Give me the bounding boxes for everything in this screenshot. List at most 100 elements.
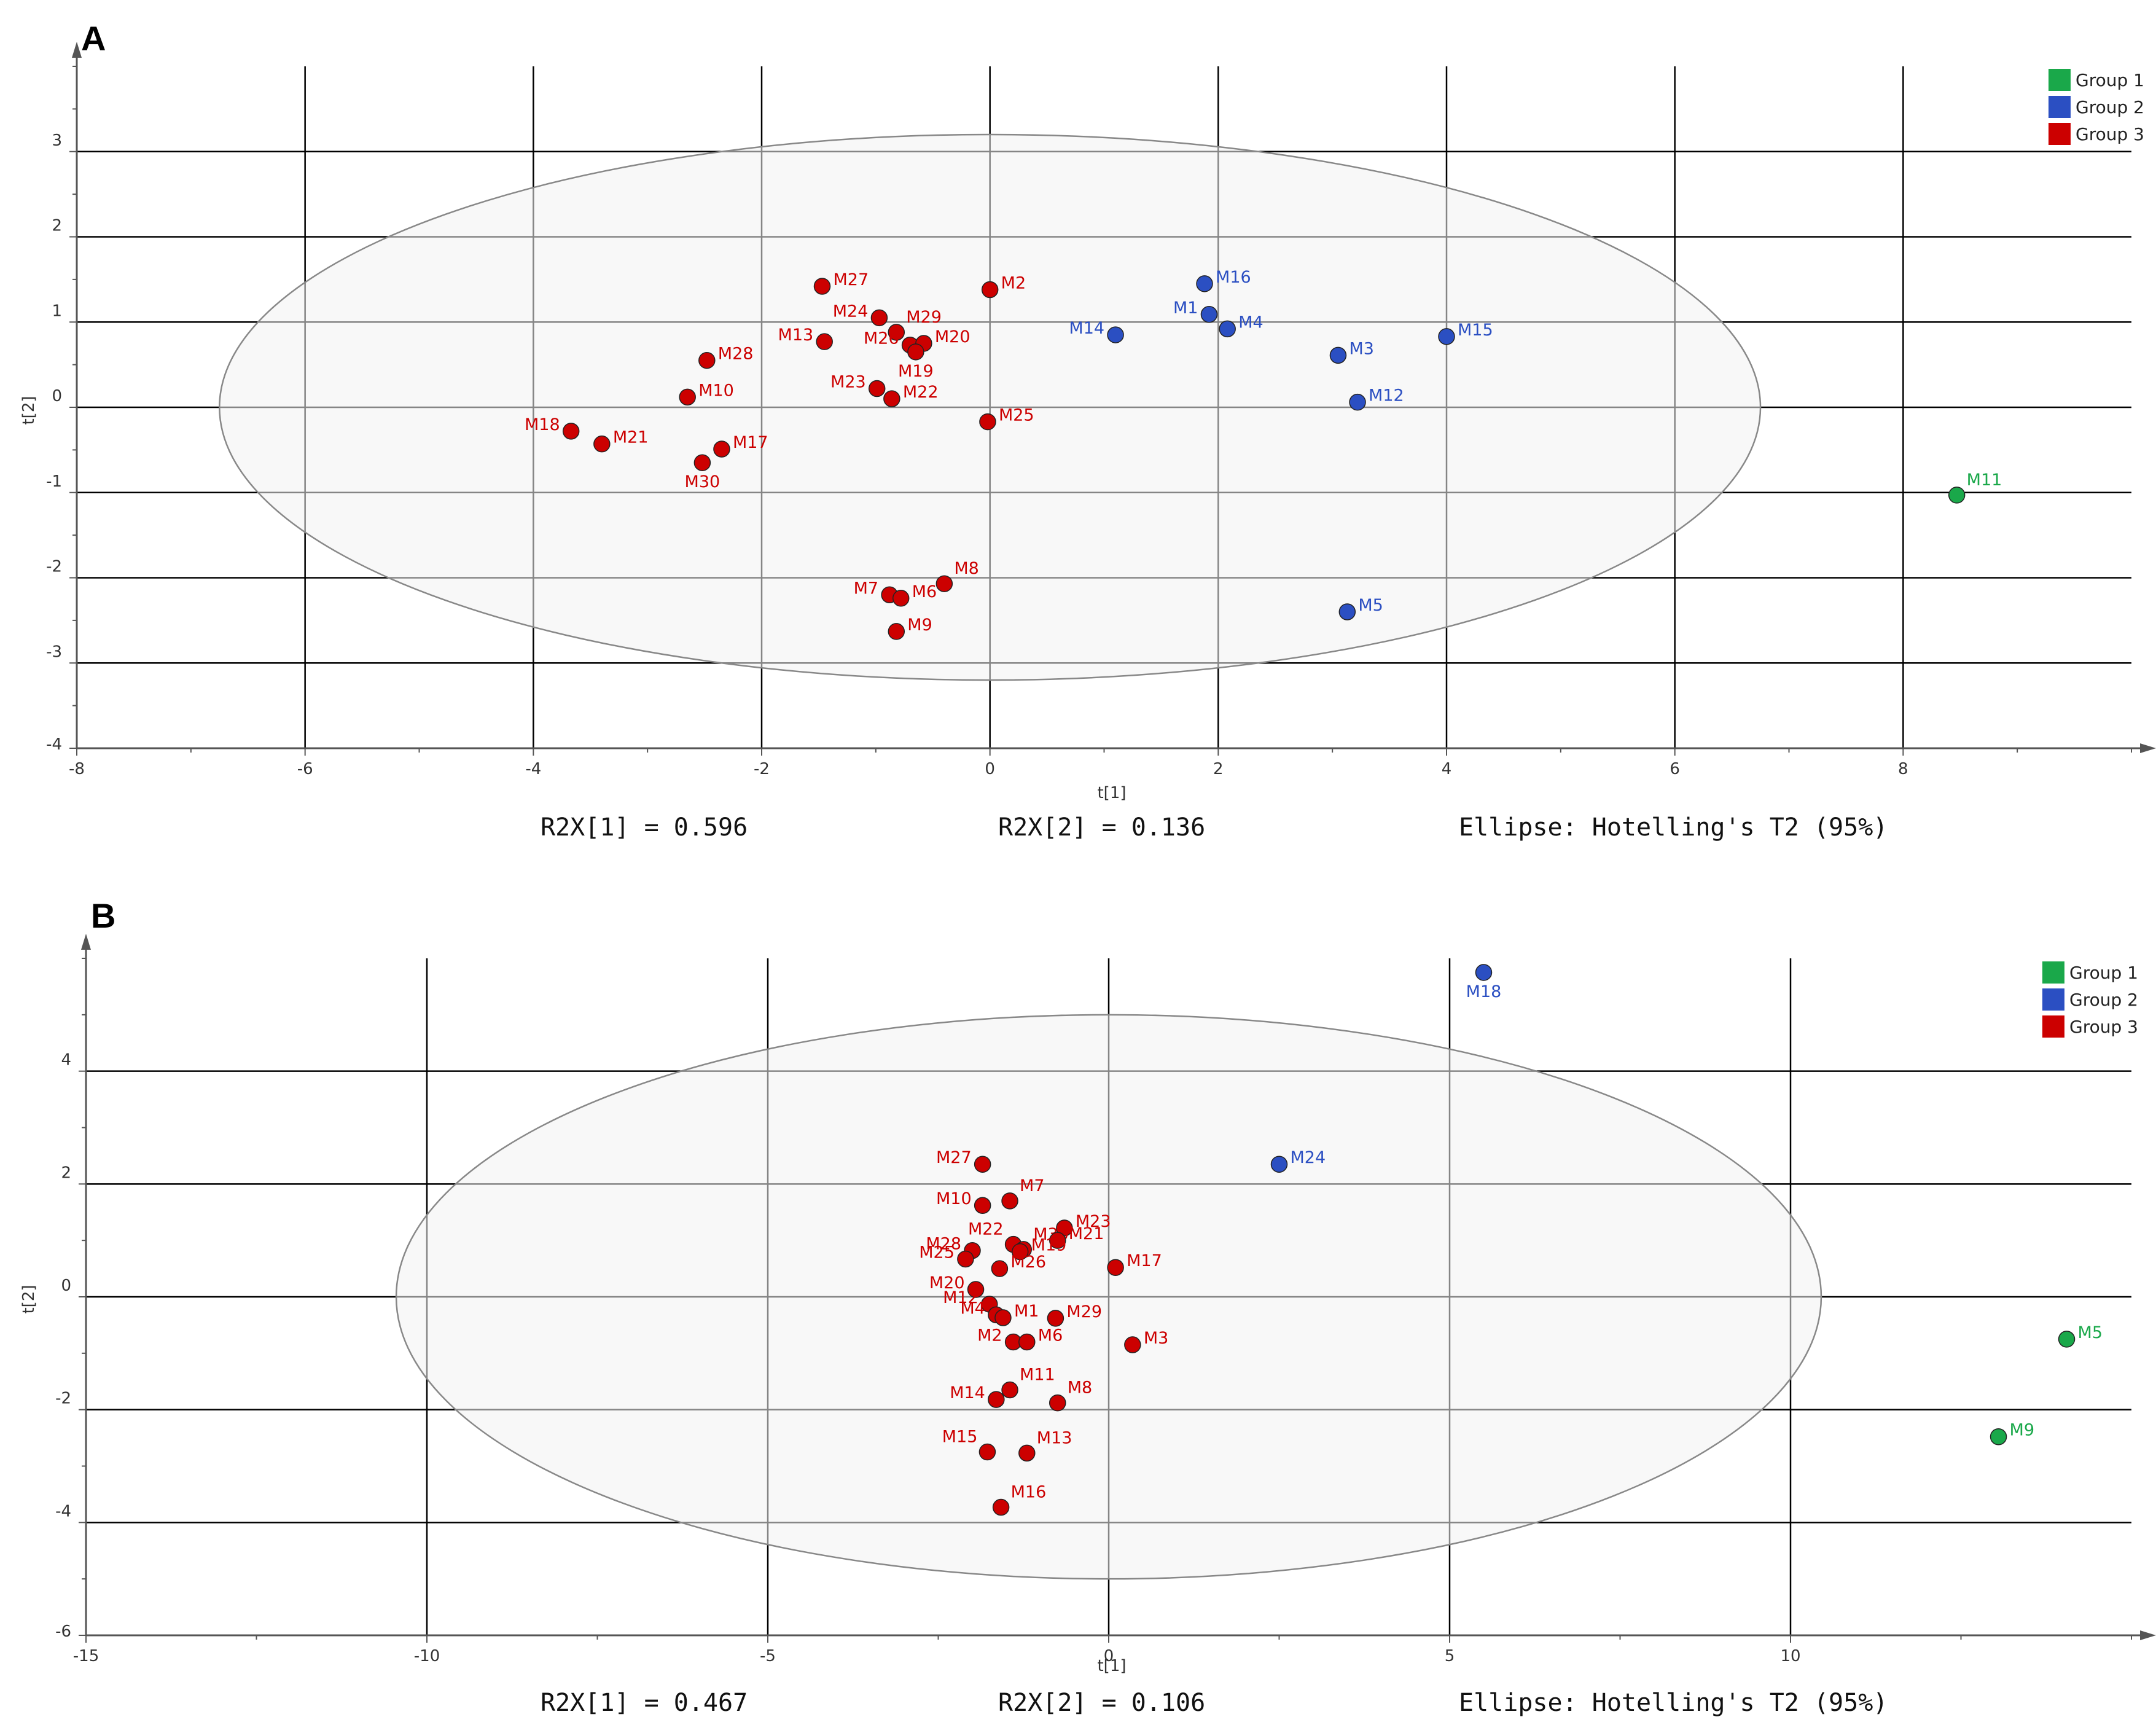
y-tick-label: 4 bbox=[61, 1051, 71, 1070]
point-marker bbox=[957, 1250, 974, 1268]
point-m2: M2 bbox=[981, 274, 1026, 299]
y-tick-label: -4 bbox=[55, 1502, 71, 1520]
y-tick-label: 2 bbox=[52, 217, 62, 235]
point-m13: M13 bbox=[1018, 1428, 1072, 1462]
point-label: M13 bbox=[1037, 1428, 1072, 1447]
point-marker bbox=[888, 623, 905, 640]
point-marker bbox=[991, 1260, 1009, 1277]
legend-label: Group 2 bbox=[2076, 97, 2144, 117]
point-label: M4 bbox=[960, 1299, 985, 1318]
point-marker bbox=[1107, 1259, 1124, 1276]
y-tick-label: -4 bbox=[46, 735, 62, 754]
point-label: M24 bbox=[833, 302, 869, 321]
point-m26: M26 bbox=[991, 1253, 1046, 1277]
point-m27: M27 bbox=[813, 270, 869, 295]
panel-a-ellipse-note: Ellipse: Hotelling's T2 (95%) bbox=[1459, 813, 1888, 842]
point-label: M10 bbox=[698, 381, 734, 400]
point-label: M7 bbox=[1020, 1176, 1044, 1195]
point-label: M6 bbox=[912, 582, 937, 601]
point-m25: M25 bbox=[919, 1243, 974, 1268]
point-m24: M24 bbox=[833, 302, 888, 327]
panel-a: A -8 -6 -4 -2 0 2 4 6 8 -4 -3 -2 -1 0 1 2 3 t[1] t[2] M2… bbox=[20, 19, 2156, 842]
legend-swatch bbox=[2049, 69, 2071, 91]
hotelling-ellipse bbox=[219, 133, 1762, 681]
point-label: M22 bbox=[968, 1220, 1004, 1239]
panel-a-r2x2: R2X[2] = 0.136 bbox=[998, 813, 1205, 842]
panel-b-r2x1: R2X[1] = 0.467 bbox=[541, 1689, 748, 1717]
point-marker bbox=[870, 309, 888, 327]
legend-swatch bbox=[2049, 123, 2071, 145]
point-m30: M30 bbox=[685, 454, 720, 491]
x-tick-label: -15 bbox=[73, 1647, 99, 1665]
point-label: M20 bbox=[929, 1273, 965, 1293]
point-marker bbox=[1990, 1428, 2007, 1445]
point-label: M25 bbox=[999, 406, 1034, 425]
point-label: M12 bbox=[1369, 386, 1404, 405]
point-m11: M11 bbox=[1001, 1366, 1055, 1399]
panel-a-r2x1: R2X[1] = 0.596 bbox=[541, 813, 748, 842]
x-tick-label: 2 bbox=[1213, 760, 1224, 778]
point-marker bbox=[679, 388, 696, 406]
point-label: M24 bbox=[1291, 1148, 1326, 1167]
point-marker bbox=[935, 575, 953, 592]
x-tick-label: -6 bbox=[297, 760, 313, 778]
point-label: M18 bbox=[525, 415, 560, 434]
point-marker bbox=[1049, 1394, 1066, 1412]
point-m17: M17 bbox=[713, 433, 768, 458]
point-m3: M3 bbox=[1124, 1329, 1168, 1353]
y-tick-label: 1 bbox=[52, 302, 62, 320]
point-m12: M12 bbox=[1349, 386, 1404, 411]
x-axis-arrow bbox=[2140, 1630, 2156, 1640]
point-marker bbox=[988, 1391, 1005, 1408]
point-m9: M9 bbox=[1990, 1421, 2034, 1445]
point-m1: M1 bbox=[1173, 299, 1218, 323]
point-label: M18 bbox=[1466, 982, 1502, 1001]
point-label: M6 bbox=[1038, 1326, 1063, 1345]
point-marker bbox=[1196, 275, 1213, 292]
x-tick-label: 8 bbox=[1898, 760, 1908, 778]
point-m27: M27 bbox=[936, 1148, 991, 1173]
point-label: M19 bbox=[1031, 1236, 1067, 1255]
point-label: M3 bbox=[1349, 339, 1373, 358]
point-m20: M20 bbox=[915, 327, 971, 352]
panel-b-letter: B bbox=[91, 896, 115, 935]
point-marker bbox=[1018, 1333, 1036, 1351]
point-m1: M1 bbox=[994, 1302, 1039, 1326]
legend-swatch bbox=[2042, 961, 2064, 984]
x-tick-label: -10 bbox=[414, 1647, 440, 1665]
point-label: M17 bbox=[1127, 1251, 1162, 1270]
panel-b-r2x2: R2X[2] = 0.106 bbox=[998, 1689, 1205, 1717]
x-tick-label: -2 bbox=[754, 760, 770, 778]
point-marker bbox=[2058, 1331, 2076, 1348]
point-marker bbox=[693, 454, 711, 471]
point-label: M2 bbox=[1001, 274, 1026, 293]
point-marker bbox=[892, 590, 910, 607]
point-marker bbox=[868, 380, 886, 397]
point-m15: M15 bbox=[1438, 321, 1493, 345]
point-marker bbox=[1338, 603, 1356, 620]
point-m28: M28 bbox=[926, 1235, 981, 1259]
point-m29: M29 bbox=[888, 308, 942, 341]
point-label: M3 bbox=[1144, 1329, 1168, 1348]
point-label: M12 bbox=[943, 1288, 978, 1307]
hotelling-ellipse bbox=[395, 1014, 1822, 1580]
point-label: M1 bbox=[1173, 299, 1198, 318]
point-m2: M2 bbox=[977, 1326, 1022, 1351]
point-marker bbox=[1049, 1232, 1066, 1249]
point-label: M15 bbox=[942, 1428, 978, 1447]
point-marker bbox=[883, 390, 900, 407]
panel-b-legend: Group 1 Group 2 Group 3 bbox=[2042, 961, 2138, 1038]
point-label: M8 bbox=[1068, 1379, 1092, 1398]
point-m18: M18 bbox=[1466, 964, 1502, 1001]
point-marker bbox=[1219, 320, 1236, 338]
legend-swatch bbox=[2042, 1015, 2064, 1038]
y-tick-label: -6 bbox=[55, 1622, 71, 1641]
legend-label: Group 2 bbox=[2069, 990, 2138, 1010]
point-label: M22 bbox=[903, 383, 939, 402]
point-marker bbox=[593, 435, 611, 453]
point-m23: M23 bbox=[1056, 1212, 1111, 1237]
point-m8: M8 bbox=[935, 559, 979, 592]
x-tick-label: 6 bbox=[1670, 760, 1680, 778]
point-label: M5 bbox=[2078, 1323, 2103, 1342]
